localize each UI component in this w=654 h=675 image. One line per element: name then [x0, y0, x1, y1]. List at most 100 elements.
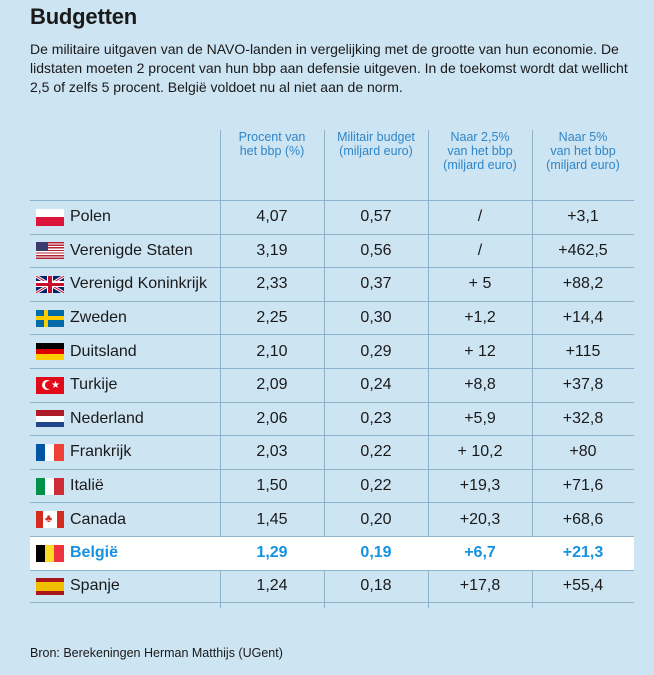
header-to5-line3: (miljard euro) — [546, 158, 620, 172]
to5-cell: +462,5 — [558, 241, 608, 259]
page-title: Budgetten — [30, 4, 137, 29]
to25-cell: / — [477, 208, 483, 226]
to5-cell: +21,3 — [562, 544, 604, 562]
table-row: Polen 4,07 0,57 / +3,1 — [30, 200, 634, 234]
header-to25: Naar 2,5% van het bbp (miljard euro) — [428, 130, 532, 196]
usa-flag-icon — [36, 242, 64, 260]
budget-cell: 0,30 — [360, 309, 392, 327]
to25-cell: +19,3 — [459, 477, 501, 495]
country-cell: Verenigd Koninkrijk — [36, 268, 220, 301]
header-pct: Procent van het bbp (%) — [220, 130, 324, 196]
to25-cell: +20,3 — [459, 510, 501, 528]
country-name: Canada — [70, 510, 127, 528]
country-name: Spanje — [70, 577, 120, 595]
header-to5: Naar 5% van het bbp (miljard euro) — [532, 130, 634, 196]
budget-table: Polen 4,07 0,57 / +3,1 Verenigde Staten … — [30, 200, 634, 604]
belgium-flag-icon — [36, 544, 64, 562]
pct-cell: 4,07 — [256, 208, 288, 226]
budget-cell: 0,19 — [360, 544, 392, 562]
to5-cell: +71,6 — [562, 477, 604, 495]
to25-cell: + 10,2 — [457, 443, 503, 461]
spain-flag-icon — [36, 577, 64, 595]
italy-flag-icon — [36, 477, 64, 495]
column-divider — [220, 130, 221, 608]
country-cell: Frankrijk — [36, 436, 220, 469]
to25-cell: +1,2 — [464, 309, 496, 327]
turkey-flag-icon: ★ — [36, 376, 64, 394]
table-row: Italië 1,50 0,22 +19,3 +71,6 — [30, 468, 634, 503]
table-row: Nederland 2,06 0,23 +5,9 +32,8 — [30, 401, 634, 436]
to5-cell: +55,4 — [562, 577, 604, 595]
pct-cell: 2,09 — [256, 376, 288, 394]
budget-cell: 0,20 — [360, 510, 392, 528]
table-row: Spanje 1,24 0,18 +17,8 +55,4 — [30, 569, 634, 604]
header-pct-line2: het bbp (%) — [239, 144, 305, 158]
to5-cell: +80 — [569, 443, 597, 461]
to5-cell: +68,6 — [562, 510, 604, 528]
budget-cell: 0,23 — [360, 409, 392, 427]
pct-cell: 2,10 — [256, 342, 288, 360]
table-row: Verenigd Koninkrijk 2,33 0,37 + 5 +88,2 — [30, 267, 634, 301]
to5-cell: +88,2 — [562, 275, 604, 293]
sweden-flag-icon — [36, 309, 64, 327]
budget-cell: 0,22 — [360, 443, 392, 461]
header-to5-line2: van het bbp — [550, 144, 616, 158]
header-to25-line1: Naar 2,5% — [450, 130, 510, 144]
table-row: ♣ Canada 1,45 0,20 +20,3 +68,6 — [30, 502, 634, 536]
header-pct-line1: Procent van — [238, 130, 306, 144]
country-cell: Spanje — [36, 571, 220, 603]
table-row: België 1,29 0,19 +6,7 +21,3 — [30, 535, 634, 570]
country-name: Nederland — [70, 409, 144, 427]
to5-cell: +37,8 — [562, 376, 604, 394]
country-cell: Nederland — [36, 403, 220, 436]
budget-cell: 0,57 — [360, 208, 392, 226]
table-header: Procent van het bbp (%) Militair budget … — [30, 130, 634, 196]
to5-cell: +3,1 — [567, 208, 599, 226]
to25-cell: / — [477, 241, 483, 259]
netherlands-flag-icon — [36, 410, 64, 428]
to5-cell: +115 — [565, 342, 601, 360]
country-name: Duitsland — [70, 342, 137, 360]
to25-cell: +6,7 — [464, 544, 496, 562]
pct-cell: 1,29 — [256, 544, 288, 562]
country-name: Turkije — [70, 376, 118, 394]
budget-cell: 0,22 — [360, 477, 392, 495]
country-name: Frankrijk — [70, 443, 132, 461]
country-cell: Polen — [36, 201, 220, 234]
country-cell: ★ Turkije — [36, 369, 220, 402]
to5-cell: +32,8 — [562, 409, 604, 427]
uk-flag-icon — [36, 275, 64, 293]
pct-cell: 2,06 — [256, 409, 288, 427]
pct-cell: 1,24 — [256, 577, 288, 595]
country-cell: Duitsland — [36, 335, 220, 368]
to25-cell: +8,8 — [464, 376, 496, 394]
table-row: Frankrijk 2,03 0,22 + 10,2 +80 — [30, 435, 634, 469]
header-budget: Militair budget (miljard euro) — [324, 130, 428, 196]
header-to5-line1: Naar 5% — [558, 130, 608, 144]
to25-cell: +17,8 — [459, 577, 501, 595]
pct-cell: 2,33 — [256, 275, 288, 293]
pct-cell: 2,03 — [256, 443, 288, 461]
country-cell: België — [36, 537, 220, 570]
column-divider — [428, 130, 429, 608]
country-name: België — [70, 544, 119, 562]
column-divider — [324, 130, 325, 608]
budget-cell: 0,29 — [360, 342, 392, 360]
budget-cell: 0,18 — [360, 577, 392, 595]
header-to25-line3: (miljard euro) — [443, 158, 517, 172]
budget-cell: 0,24 — [360, 376, 392, 394]
to25-cell: + 5 — [468, 275, 492, 293]
country-name: Polen — [70, 208, 111, 226]
poland-flag-icon — [36, 208, 64, 226]
to25-cell: + 12 — [464, 342, 496, 360]
country-cell: Italië — [36, 470, 220, 503]
budget-cell: 0,37 — [360, 275, 392, 293]
pct-cell: 1,50 — [256, 477, 288, 495]
country-name: Verenigd Koninkrijk — [70, 275, 207, 293]
country-name: Italië — [70, 477, 104, 495]
to5-cell: +14,4 — [562, 309, 604, 327]
germany-flag-icon — [36, 343, 64, 361]
intro-text: De militaire uitgaven van de NAVO-landen… — [30, 41, 628, 95]
table-row: Verenigde Staten 3,19 0,56 / +462,5 — [30, 233, 634, 268]
table-row: Duitsland 2,10 0,29 + 12 +115 — [30, 334, 634, 368]
